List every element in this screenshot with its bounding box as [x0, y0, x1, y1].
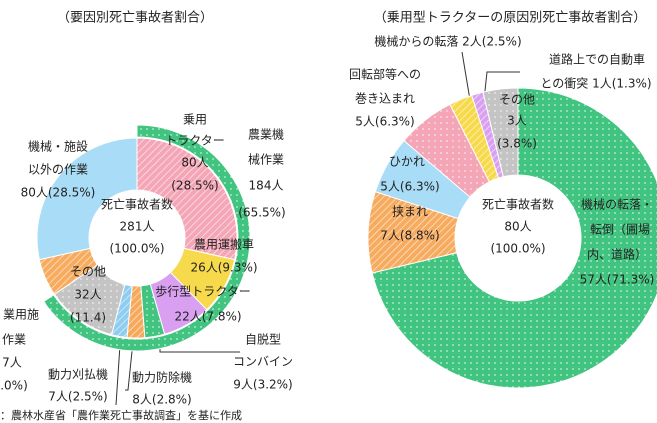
slice-label: 内、道路） — [587, 247, 647, 262]
slice-label: 22人(7.8%) — [174, 310, 241, 324]
slice-label: 農用運搬車 — [194, 237, 254, 252]
slice-label: 機械・施設 — [28, 139, 88, 154]
group-label: 械作業 — [248, 152, 284, 167]
center-label: 死亡事故者数 — [101, 197, 173, 212]
slice-label: ひかれ — [389, 155, 425, 169]
slice-label: 3人 — [507, 114, 527, 128]
slice-label: 7人(8.8%) — [380, 229, 440, 243]
group-label: 184人 — [249, 179, 284, 193]
slice-label: との衝突 1人(1.3%) — [540, 76, 651, 91]
pie-slice — [36, 137, 138, 261]
center-label: 死亡事故者数 — [482, 197, 554, 212]
group-label: (65.5%) — [238, 206, 285, 220]
slice-label: その他 — [70, 265, 106, 279]
slice-label: (11.4) — [70, 311, 106, 325]
slice-label: 26人(9.3%) — [190, 261, 257, 275]
pie-chart: （乗用型トラクターの原因別死亡事故者割合） 機械の転落・転倒（圃場内、道路） 57人… — [349, 10, 657, 389]
slice-label: その他 — [499, 93, 535, 107]
slice-label: 回転部等への — [349, 67, 421, 82]
slice-label: 挟まれ — [392, 205, 428, 219]
slice-label: (28.5%) — [171, 179, 218, 193]
center-label: 281人 — [120, 220, 155, 234]
chart-title: （乗用型トラクターの原因別死亡事故者割合） — [374, 10, 646, 26]
slice-label: 動力防除機 — [132, 370, 192, 385]
slice-label: 巻き込まれ — [355, 92, 415, 106]
slice-label: 57人(71.3%) — [580, 273, 655, 287]
slice-label: トラクター — [165, 134, 225, 148]
slice-label: 作業 — [2, 333, 26, 347]
slice-label: 80人 — [181, 156, 208, 170]
pie-chart: （要因別死亡事故者割合）農業機械作業184人(65.5%)乗用トラクター80人(… — [0, 10, 293, 407]
center-label: (100.0%) — [490, 242, 545, 256]
slice-label: 自脱型 — [245, 332, 281, 347]
slice-label: 機械からの転落 2人(2.5%) — [374, 34, 521, 49]
slice-label: 機械の転落・ — [581, 197, 653, 212]
slice-label: 歩行型トラクター — [155, 284, 251, 299]
slice-label: 動力刈払機 — [48, 367, 108, 382]
center-label: 80人 — [504, 220, 531, 234]
group-label: 農業機 — [248, 127, 284, 142]
slice-label: コンバイン — [233, 355, 293, 369]
slice-label: 9人(3.2%) — [233, 378, 293, 392]
slice-label: 80人(28.5%) — [21, 186, 96, 200]
slice-label: 転倒（圃場 — [590, 223, 650, 237]
center-label: (100.0%) — [109, 242, 164, 256]
slice-label: 32人 — [74, 288, 101, 302]
slice-label: 乗用 — [183, 113, 207, 127]
slice-label: 道路上での自動車 — [549, 52, 645, 67]
slice-label: 以外の作業 — [28, 163, 88, 177]
slice-label: (3.8%) — [497, 137, 537, 151]
chart-title: （要因別死亡事故者割合） — [57, 10, 213, 26]
slice-label: 5人(6.3%) — [355, 115, 415, 129]
slice-label: 業用施 — [3, 308, 39, 322]
source-note: ：農林水産省「農作業死亡事故調査」を基に作成 — [0, 408, 242, 422]
slice-label: .0%) — [0, 379, 28, 393]
slice-label: 7人(2.5%) — [48, 390, 108, 404]
slice-label: 7人 — [2, 356, 22, 370]
slice-label: 5人(6.3%) — [380, 180, 440, 194]
slice-label: 8人(2.8%) — [132, 393, 192, 407]
